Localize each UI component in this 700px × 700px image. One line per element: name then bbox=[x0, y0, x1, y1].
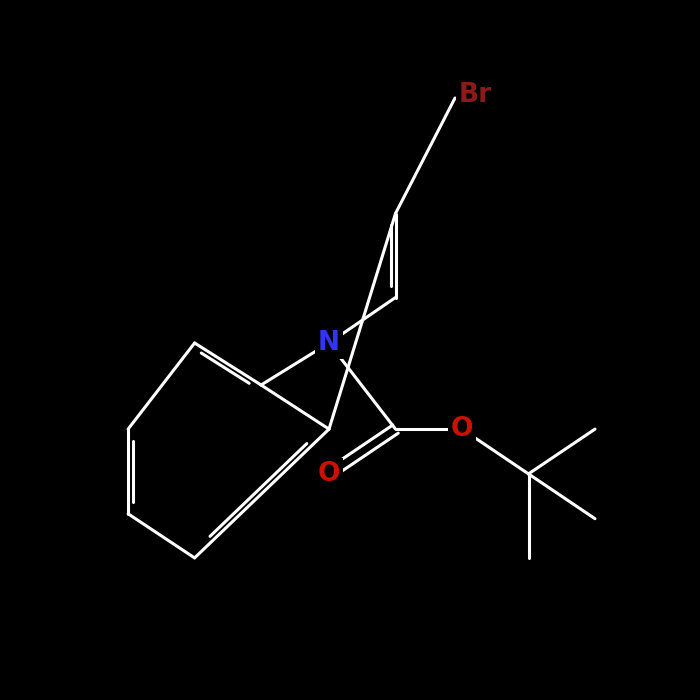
Text: O: O bbox=[318, 461, 340, 487]
Text: Br: Br bbox=[458, 81, 491, 108]
Text: O: O bbox=[451, 416, 473, 442]
Text: N: N bbox=[318, 330, 340, 356]
